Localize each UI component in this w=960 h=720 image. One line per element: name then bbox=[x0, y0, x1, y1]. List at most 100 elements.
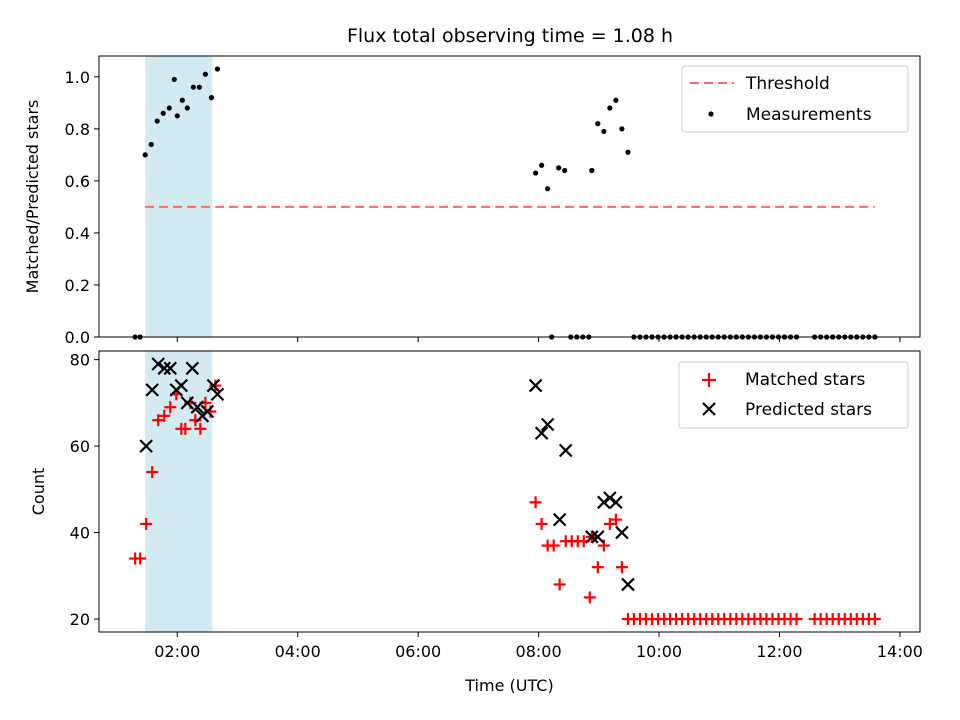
x-tick-label: 04:00 bbox=[275, 642, 321, 661]
matched-stars-points bbox=[129, 379, 881, 626]
bottom-y-axis-label: Count bbox=[29, 468, 48, 516]
top-plot-frame bbox=[98, 55, 921, 338]
measurement-point bbox=[154, 118, 160, 124]
measurement-point bbox=[160, 110, 166, 116]
y-tick-label: 20 bbox=[70, 610, 90, 629]
predicted-star-point bbox=[180, 396, 195, 410]
matched-star-point bbox=[583, 591, 596, 604]
y-tick-label: 0.2 bbox=[65, 276, 90, 295]
bottom-plot-frame bbox=[98, 350, 921, 633]
matched-star-point bbox=[194, 422, 207, 435]
matched-star-point bbox=[140, 517, 153, 530]
matched-star-point bbox=[868, 613, 881, 626]
measurement-point bbox=[595, 121, 601, 127]
measurement-point bbox=[619, 126, 625, 132]
y-tick-label: 0.4 bbox=[65, 224, 90, 243]
measurement-point bbox=[532, 170, 539, 176]
measurement-point bbox=[562, 167, 568, 174]
predicted-star-point bbox=[597, 495, 611, 510]
legend-predicted-swatch bbox=[702, 402, 716, 416]
measurement-point bbox=[601, 128, 607, 135]
x-tick-label: 12:00 bbox=[756, 642, 802, 661]
measurement-point bbox=[613, 97, 619, 103]
measurement-point bbox=[190, 84, 196, 90]
x-tick-label: 08:00 bbox=[516, 642, 562, 661]
y-tick-label: 80 bbox=[70, 351, 90, 370]
matched-star-point bbox=[615, 561, 628, 574]
y-tick-label: 0.8 bbox=[65, 120, 90, 139]
x-tick-label: 02:00 bbox=[154, 642, 200, 661]
predicted-star-point bbox=[591, 530, 605, 544]
predicted-star-point bbox=[200, 404, 215, 419]
legend-matched-label: Matched stars bbox=[745, 370, 865, 390]
predicted-star-point bbox=[528, 378, 543, 393]
matched-star-point bbox=[790, 613, 803, 626]
x-axis-label: Time (UTC) bbox=[464, 676, 553, 695]
predicted-star-point bbox=[540, 417, 555, 432]
matched-star-point bbox=[535, 517, 548, 530]
x-axis-ticks-bottom: 02:00 04:00 06:00 08:00 10:00 12:00 14:00 bbox=[154, 632, 923, 661]
matched-star-point bbox=[179, 422, 192, 435]
measurement-point bbox=[589, 167, 595, 174]
predicted-star-point bbox=[585, 530, 599, 544]
measurement-point bbox=[166, 105, 172, 111]
matched-star-point bbox=[597, 539, 610, 552]
predicted-star-point bbox=[603, 491, 617, 505]
measurement-point bbox=[539, 162, 545, 168]
predicted-star-point bbox=[163, 361, 178, 376]
measurement-point bbox=[148, 141, 154, 148]
bottom-panel: 20 40 60 80 02:00 04:00 06:00 08:00 10:00 12:00 1… bbox=[29, 350, 923, 695]
measurement-point bbox=[202, 71, 208, 77]
predicted-star-point bbox=[206, 378, 221, 393]
matched-star-point bbox=[591, 561, 604, 574]
top-panel: 0.0 0.2 0.4 0.6 0.8 1.0 Matched/Predicted sta… bbox=[23, 55, 921, 347]
matched-star-point bbox=[134, 552, 147, 565]
matched-star-point bbox=[547, 539, 560, 552]
matched-star-point bbox=[609, 513, 622, 526]
predicted-star-point bbox=[621, 577, 635, 592]
measurement-point bbox=[184, 105, 190, 111]
predicted-star-point bbox=[210, 387, 225, 402]
predicted-stars-points bbox=[139, 357, 635, 592]
measurement-point bbox=[142, 152, 148, 158]
x-axis-ticks-top bbox=[176, 337, 901, 342]
measurement-point bbox=[208, 95, 215, 101]
top-legend: Threshold Measurements bbox=[681, 65, 909, 133]
legend-threshold-label: Threshold bbox=[745, 74, 830, 94]
measurement-point bbox=[625, 149, 631, 155]
predicted-star-point bbox=[190, 400, 205, 414]
matched-star-point bbox=[553, 578, 566, 591]
predicted-star-point bbox=[609, 495, 623, 510]
matched-star-point bbox=[164, 401, 177, 414]
measurement-point bbox=[174, 113, 180, 119]
matched-star-point bbox=[529, 496, 542, 509]
measurement-point bbox=[545, 186, 551, 192]
y-axis-ticks-top: 0.0 0.2 0.4 0.6 0.8 1.0 bbox=[65, 68, 99, 347]
y-tick-label: 0.0 bbox=[65, 328, 90, 347]
predicted-star-point bbox=[552, 512, 567, 527]
predicted-star-point bbox=[558, 443, 573, 458]
predicted-star-point bbox=[615, 525, 629, 540]
y-axis-ticks-bottom: 20 40 60 80 bbox=[70, 351, 99, 629]
y-tick-label: 40 bbox=[70, 524, 90, 543]
highlight-span-top bbox=[145, 56, 213, 337]
measurement-point bbox=[214, 66, 221, 72]
measurement-point bbox=[179, 97, 185, 103]
predicted-star-point bbox=[145, 383, 159, 397]
y-tick-label: 60 bbox=[70, 437, 90, 456]
predicted-star-point bbox=[534, 426, 549, 440]
measurement-point bbox=[556, 165, 562, 171]
matched-star-point bbox=[209, 379, 222, 392]
predicted-star-point bbox=[157, 361, 172, 376]
legend-predicted-label: Predicted stars bbox=[745, 400, 872, 420]
x-tick-label: 10:00 bbox=[636, 642, 682, 661]
chart-title: Flux total observing time = 1.08 h bbox=[347, 25, 673, 47]
matched-star-point bbox=[152, 414, 165, 427]
measurement-point bbox=[607, 105, 613, 111]
legend-measurements-label: Measurements bbox=[746, 105, 872, 125]
legend-measurements-swatch bbox=[708, 111, 714, 117]
highlight-span-bottom bbox=[145, 351, 213, 632]
x-tick-label: 14:00 bbox=[877, 642, 923, 661]
predicted-star-point bbox=[139, 439, 153, 453]
